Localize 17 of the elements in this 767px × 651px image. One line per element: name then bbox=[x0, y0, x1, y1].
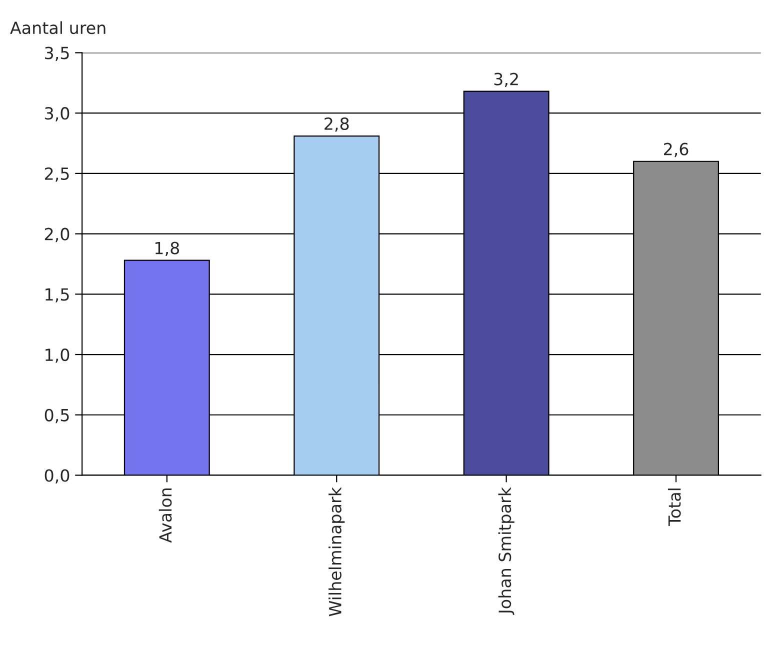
data-label: 1,8 bbox=[155, 242, 180, 256]
y-tick-label: 3,5 bbox=[45, 46, 69, 61]
data-label: 2,6 bbox=[664, 142, 688, 158]
y-axis-title: Aantal uren bbox=[10, 21, 106, 34]
data-label: 2,8 bbox=[324, 117, 349, 132]
x-tick-label: Total bbox=[668, 488, 681, 526]
y-tick-label: 2,5 bbox=[44, 167, 69, 182]
y-tick-label: 2,0 bbox=[44, 228, 70, 242]
x-tick-label: Johan Smitpark bbox=[498, 487, 514, 615]
x-tick-label: Avalon bbox=[158, 488, 172, 543]
data-label: 3,2 bbox=[494, 72, 518, 88]
x-tick-label: Wilhelminapark bbox=[328, 487, 345, 616]
y-tick-label: 1,0 bbox=[46, 348, 70, 363]
y-tick-label: 0,5 bbox=[44, 408, 69, 424]
y-tick-label: 1,5 bbox=[46, 288, 69, 302]
y-tick-label: 0,0 bbox=[44, 469, 70, 484]
y-tick-label: 3,0 bbox=[45, 107, 70, 122]
